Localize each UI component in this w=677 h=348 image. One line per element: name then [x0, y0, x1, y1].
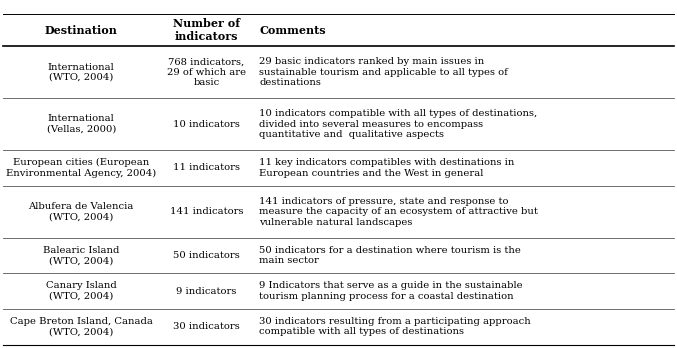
Text: Cape Breton Island, Canada
(WTO, 2004): Cape Breton Island, Canada (WTO, 2004)	[9, 317, 153, 337]
Text: 768 indicators,
29 of which are
basic: 768 indicators, 29 of which are basic	[167, 57, 246, 87]
Text: 11 indicators: 11 indicators	[173, 163, 240, 172]
Text: Comments: Comments	[259, 25, 326, 35]
Text: 30 indicators resulting from a participating approach
compatible with all types : 30 indicators resulting from a participa…	[259, 317, 531, 337]
Text: 141 indicators: 141 indicators	[170, 207, 243, 216]
Text: Destination: Destination	[45, 25, 118, 35]
Text: Canary Island
(WTO, 2004): Canary Island (WTO, 2004)	[46, 281, 116, 301]
Text: Number of
indicators: Number of indicators	[173, 18, 240, 42]
Text: Albufera de Valencia
(WTO, 2004): Albufera de Valencia (WTO, 2004)	[28, 202, 134, 221]
Text: 10 indicators compatible with all types of destinations,
divided into several me: 10 indicators compatible with all types …	[259, 109, 538, 139]
Text: 10 indicators: 10 indicators	[173, 120, 240, 129]
Text: 50 indicators for a destination where tourism is the
main sector: 50 indicators for a destination where to…	[259, 246, 521, 265]
Text: Balearic Island
(WTO, 2004): Balearic Island (WTO, 2004)	[43, 246, 119, 265]
Text: 29 basic indicators ranked by main issues in
sustainable tourism and applicable : 29 basic indicators ranked by main issue…	[259, 57, 508, 87]
Text: International
(Vellas, 2000): International (Vellas, 2000)	[47, 114, 116, 134]
Text: European cities (European
Environmental Agency, 2004): European cities (European Environmental …	[6, 158, 156, 178]
Text: 9 indicators: 9 indicators	[176, 286, 237, 295]
Text: 30 indicators: 30 indicators	[173, 322, 240, 331]
Text: 50 indicators: 50 indicators	[173, 251, 240, 260]
Text: International
(WTO, 2004): International (WTO, 2004)	[48, 63, 114, 82]
Text: 11 key indicators compatibles with destinations in
European countries and the We: 11 key indicators compatibles with desti…	[259, 158, 515, 177]
Text: 9 Indicators that serve as a guide in the sustainable
tourism planning process f: 9 Indicators that serve as a guide in th…	[259, 281, 523, 301]
Text: 141 indicators of pressure, state and response to
measure the capacity of an eco: 141 indicators of pressure, state and re…	[259, 197, 538, 227]
